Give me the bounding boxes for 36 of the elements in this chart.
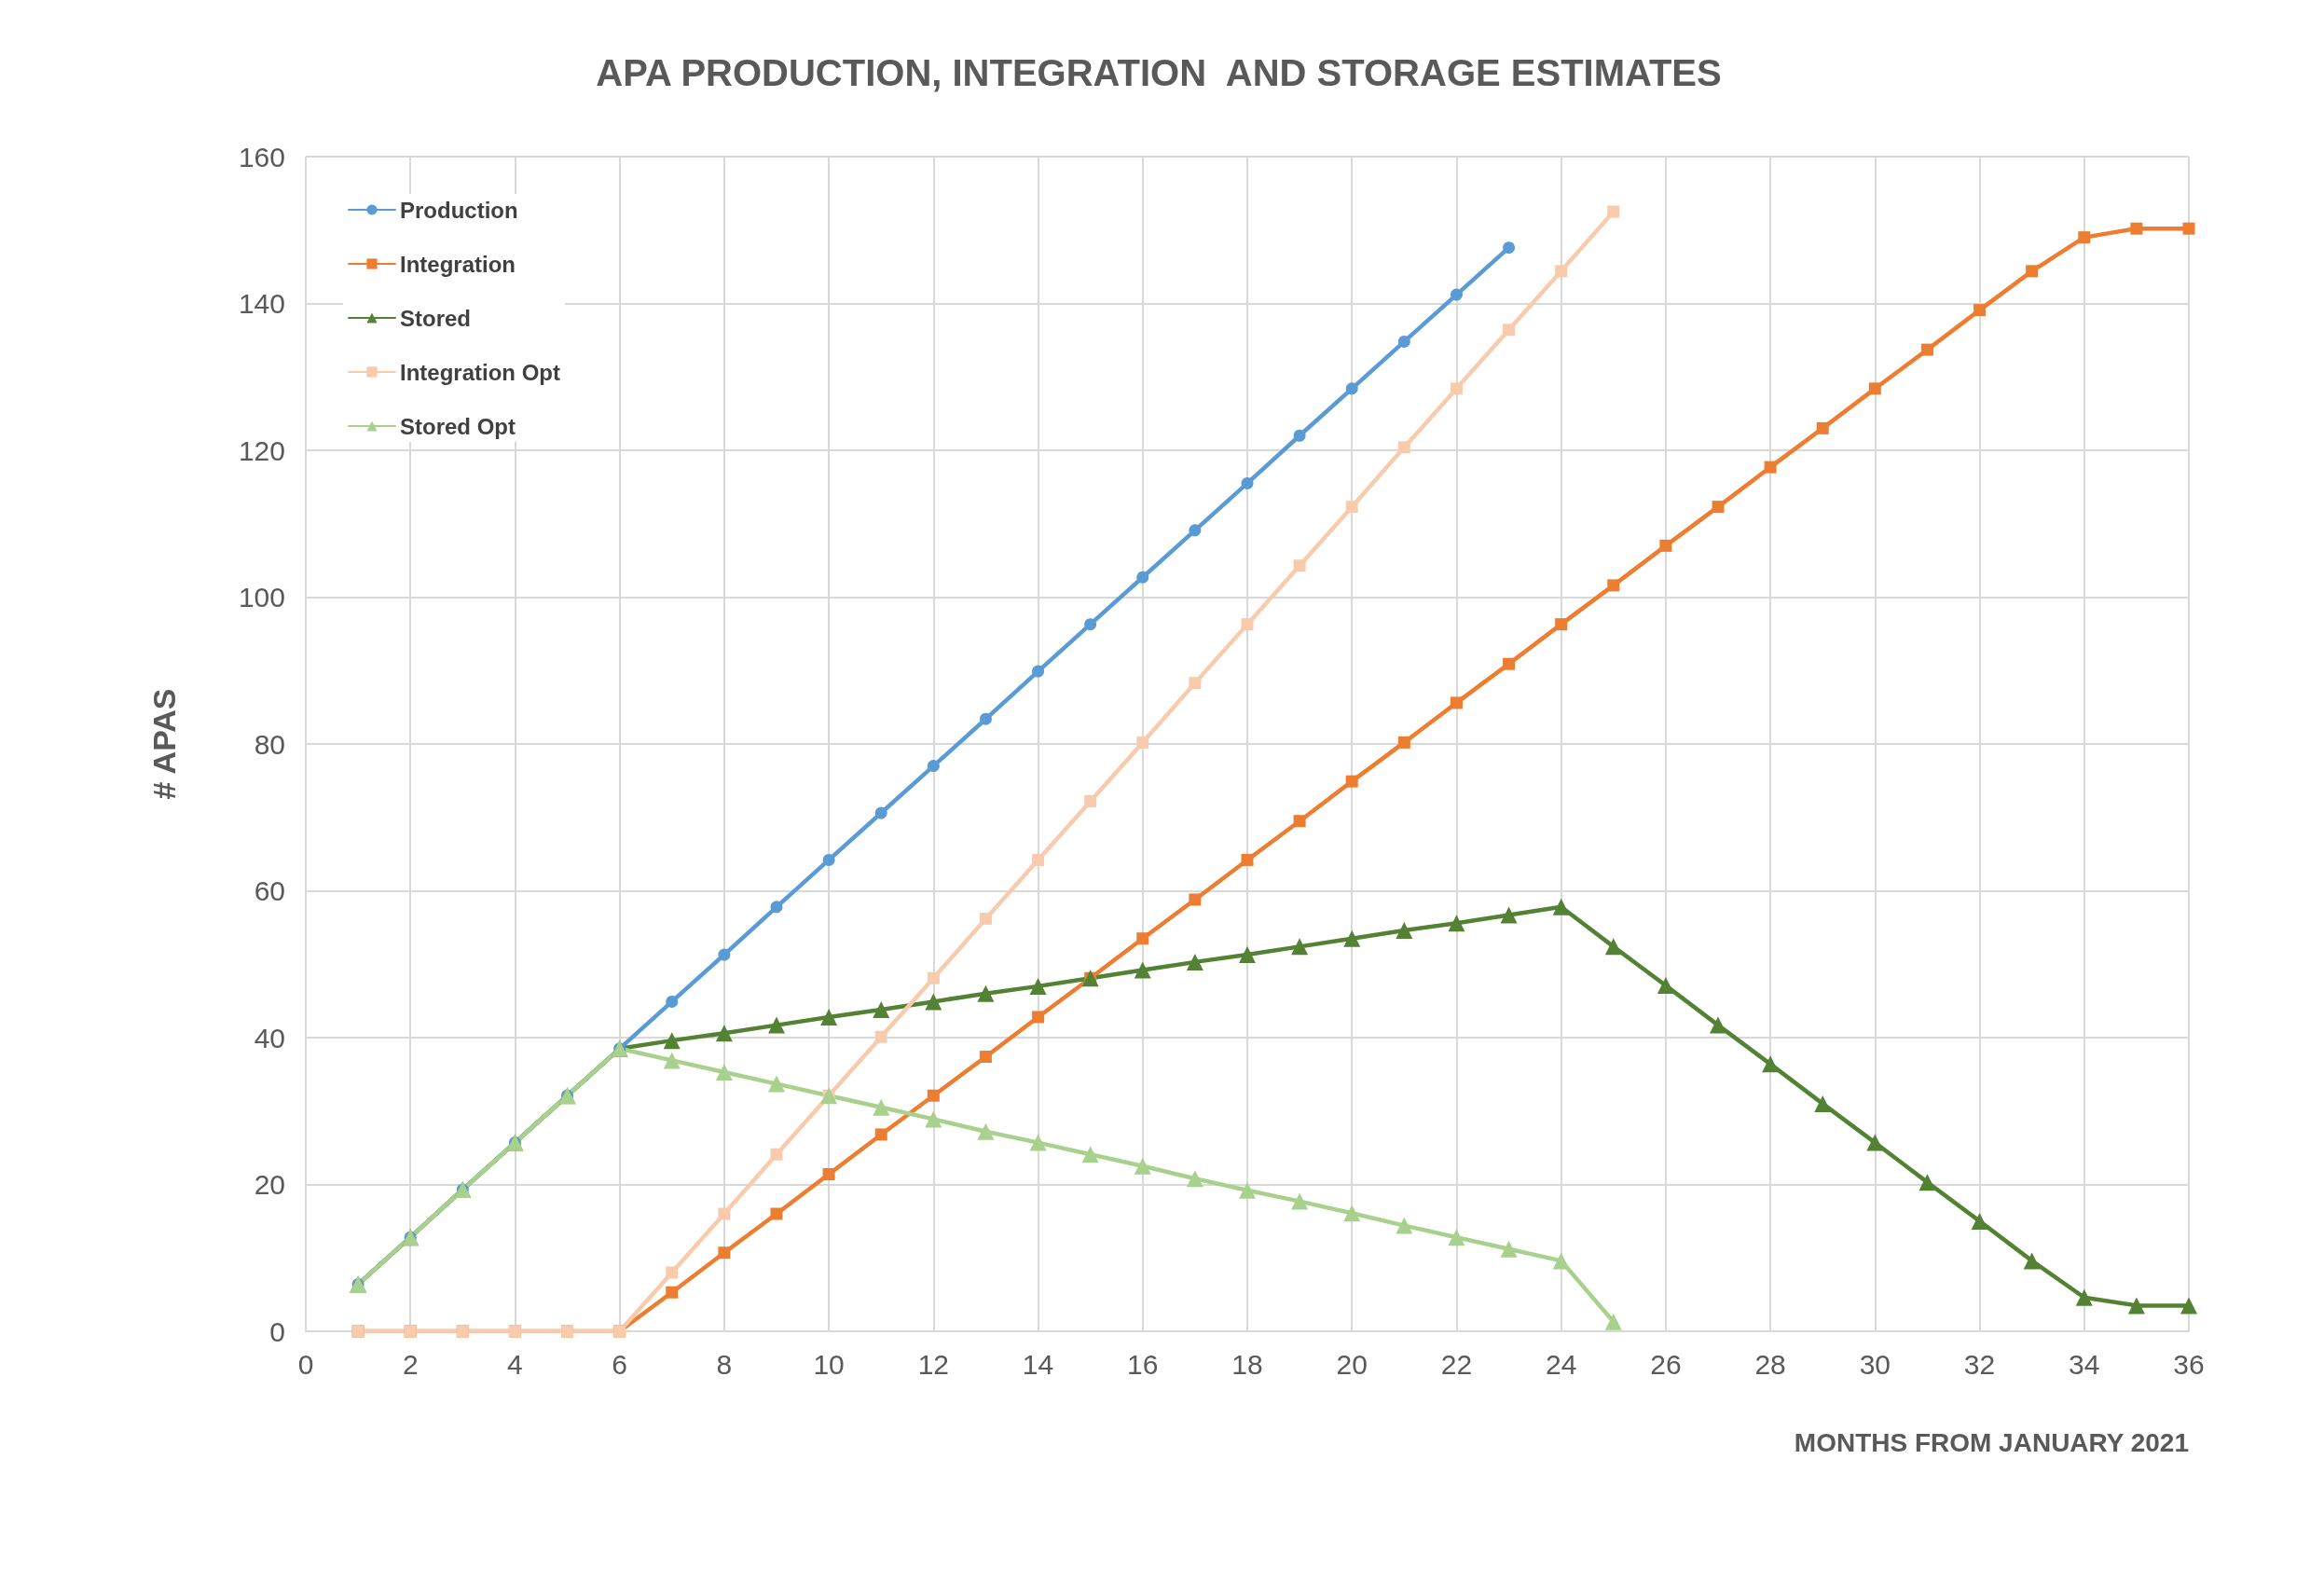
y-axis-title: # APAS [146, 688, 182, 800]
x-tick-label: 16 [1127, 1348, 1159, 1380]
y-tick-label: 0 [269, 1315, 285, 1347]
x-tick-label: 12 [917, 1348, 950, 1380]
x-tick-label: 4 [507, 1348, 523, 1380]
legend-label: Stored [400, 305, 472, 331]
x-tick-label: 36 [2173, 1348, 2205, 1380]
y-tick-label: 100 [238, 582, 285, 613]
legend-label: Production [400, 197, 518, 223]
x-tick-label: 24 [1545, 1348, 1577, 1380]
chart-title: APA PRODUCTION, INTEGRATION AND STORAGE ESTIMATES [596, 52, 1722, 93]
x-axis-title: MONTHS FROM JANUARY 2021 [1794, 1427, 2189, 1457]
y-tick-label: 20 [254, 1169, 285, 1200]
x-tick-label: 6 [612, 1348, 628, 1380]
x-tick-label: 2 [402, 1348, 419, 1380]
x-tick-label: 32 [1963, 1348, 1996, 1380]
legend-label: Stored Opt [400, 413, 516, 439]
y-tick-label: 120 [238, 434, 285, 466]
x-tick-label: 18 [1231, 1348, 1263, 1380]
y-tick-label: 160 [238, 141, 285, 172]
y-tick-label: 80 [254, 728, 285, 760]
legend-label: Integration Opt [400, 359, 560, 385]
x-tick-label: 8 [716, 1348, 733, 1380]
x-tick-label: 22 [1440, 1348, 1473, 1380]
x-tick-label: 30 [1859, 1348, 1891, 1380]
x-tick-label: 28 [1754, 1348, 1786, 1380]
x-tick-label: 14 [1022, 1348, 1054, 1380]
y-tick-label: 60 [254, 875, 285, 906]
x-tick-label: 20 [1336, 1348, 1368, 1380]
y-tick-label: 40 [254, 1022, 285, 1053]
y-tick-label: 140 [238, 288, 285, 319]
x-tick-label: 10 [813, 1348, 845, 1380]
legend-label: Integration [400, 251, 516, 277]
x-tick-label: 26 [1650, 1348, 1682, 1380]
x-tick-label: 34 [2069, 1348, 2100, 1380]
x-tick-label: 0 [297, 1348, 314, 1380]
